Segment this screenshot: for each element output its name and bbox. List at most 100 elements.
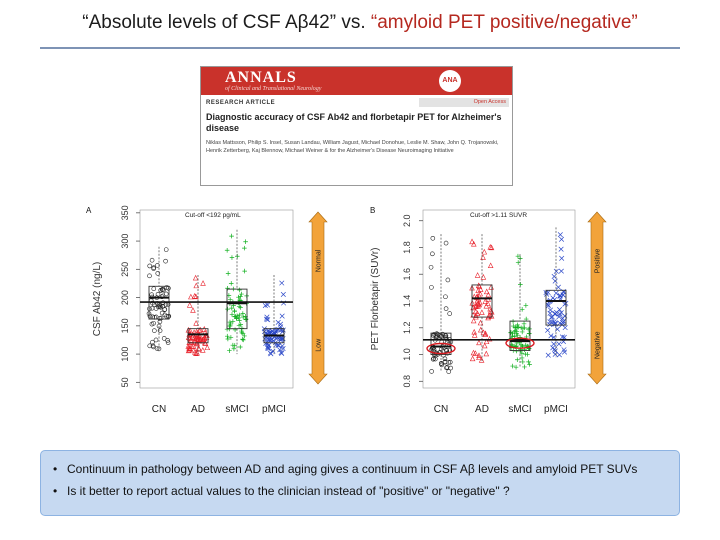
y-tick-label: 100 xyxy=(120,347,130,362)
data-point xyxy=(268,329,274,335)
box xyxy=(471,284,493,318)
data-point xyxy=(560,315,566,321)
journal-logo-icon: ANA xyxy=(439,70,461,92)
data-point xyxy=(548,333,554,339)
data-point xyxy=(191,292,198,299)
data-point xyxy=(545,303,552,309)
bullet-box: • Continuum in pathology between AD and a… xyxy=(40,450,680,516)
paper-header-image: ANNALS of Clinical and Translational Neu… xyxy=(200,66,513,186)
data-point xyxy=(149,292,154,298)
data-point xyxy=(488,312,495,319)
data-point xyxy=(555,284,561,290)
data-point xyxy=(274,327,280,333)
data-point xyxy=(237,287,242,293)
data-point xyxy=(165,340,171,345)
data-point xyxy=(278,336,284,342)
data-point xyxy=(240,336,245,342)
data-point xyxy=(147,263,153,269)
data-point xyxy=(526,331,532,336)
data-point xyxy=(237,344,243,350)
data-point xyxy=(510,363,515,369)
data-point xyxy=(553,290,559,296)
data-point xyxy=(237,318,242,323)
data-point xyxy=(483,338,490,345)
data-point xyxy=(477,326,484,333)
x-tick-label: CN xyxy=(152,404,166,415)
data-point xyxy=(561,318,567,324)
data-point xyxy=(193,320,199,326)
slide-title-part2: “amyloid PET positive/negative” xyxy=(370,12,638,33)
data-point xyxy=(236,294,241,300)
data-point xyxy=(475,300,482,307)
data-point xyxy=(517,335,523,340)
data-point xyxy=(545,289,551,296)
y-axis-label: PET Florbetapir (SUVr) xyxy=(370,248,381,351)
data-point xyxy=(483,302,490,309)
data-point xyxy=(547,307,554,313)
data-point xyxy=(514,348,519,354)
data-point xyxy=(434,334,439,339)
data-point xyxy=(554,326,560,332)
data-point xyxy=(157,319,163,325)
data-point xyxy=(469,355,476,362)
y-tick-label: 1.6 xyxy=(402,268,412,281)
data-point xyxy=(527,362,532,367)
data-point xyxy=(197,326,204,333)
highlight-ellipse xyxy=(426,342,456,355)
data-point xyxy=(548,314,554,320)
data-point xyxy=(558,236,565,242)
data-point xyxy=(151,286,157,292)
y-tick-label: 0.8 xyxy=(402,375,412,388)
data-point xyxy=(189,333,196,340)
data-point xyxy=(277,347,283,353)
data-point xyxy=(513,364,519,370)
data-point xyxy=(185,347,192,354)
data-point xyxy=(279,350,285,356)
box xyxy=(187,328,209,344)
data-point xyxy=(238,305,243,310)
data-point xyxy=(239,328,244,334)
arrow-label-top: Normal xyxy=(316,249,323,272)
data-point xyxy=(558,246,564,252)
data-point xyxy=(442,356,448,362)
data-point xyxy=(515,332,520,338)
arrow-label-bottom: Negative xyxy=(595,331,602,359)
y-tick-label: 1.4 xyxy=(402,295,412,308)
data-point xyxy=(552,348,558,354)
data-point xyxy=(227,348,232,353)
data-point xyxy=(477,319,484,326)
data-point xyxy=(527,326,532,332)
data-point xyxy=(229,312,235,317)
data-point xyxy=(163,247,169,252)
data-point xyxy=(481,248,488,255)
data-point xyxy=(479,309,485,315)
data-point xyxy=(242,333,247,339)
data-point xyxy=(155,263,160,268)
data-point xyxy=(557,320,563,326)
data-point xyxy=(265,336,272,343)
data-point xyxy=(480,254,486,260)
data-point xyxy=(195,345,202,351)
data-point xyxy=(557,293,563,299)
data-point xyxy=(487,262,494,269)
y-axis-label: CSF Ab42 (ng/L) xyxy=(92,262,103,336)
data-point xyxy=(266,342,272,348)
data-point xyxy=(186,342,193,349)
data-point xyxy=(203,332,209,339)
box xyxy=(430,332,452,355)
range-arrow-icon xyxy=(308,211,328,385)
data-point xyxy=(561,334,567,340)
data-point xyxy=(147,273,152,279)
data-point xyxy=(161,287,166,293)
data-point xyxy=(519,355,525,361)
y-tick-label: 2.0 xyxy=(402,214,412,227)
data-point xyxy=(262,303,268,309)
data-point xyxy=(224,247,230,253)
bullet-item: • Continuum in pathology between AD and a… xyxy=(53,462,637,476)
journal-name: ANNALS xyxy=(225,69,297,86)
data-point xyxy=(487,244,494,250)
y-tick-label: 1.2 xyxy=(402,322,412,335)
data-point xyxy=(430,251,435,257)
data-point xyxy=(523,351,528,357)
data-point xyxy=(228,281,234,286)
